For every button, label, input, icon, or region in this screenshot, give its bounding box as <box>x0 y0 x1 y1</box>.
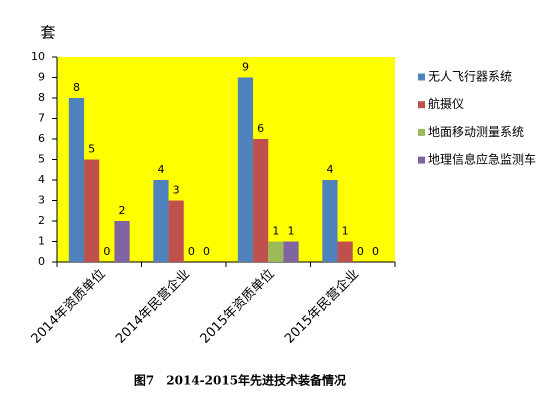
legend-swatch <box>418 73 425 81</box>
y-tick-label: 4 <box>38 173 45 186</box>
bar <box>322 180 338 262</box>
bar <box>283 241 299 262</box>
x-tick-label: 2014年民营企业 <box>112 266 193 347</box>
y-tick-label: 2 <box>38 214 45 227</box>
data-label: 2 <box>119 204 126 217</box>
data-label: 0 <box>103 245 110 258</box>
data-label: 9 <box>242 61 249 74</box>
bar <box>153 180 169 262</box>
data-label: 0 <box>188 245 195 258</box>
legend-swatch <box>418 128 425 136</box>
data-label: 5 <box>88 143 95 156</box>
y-tick-label: 0 <box>38 255 45 268</box>
x-tick-label: 2015年资质单位 <box>198 267 278 347</box>
bar <box>84 159 100 262</box>
data-label: 1 <box>288 225 295 238</box>
bar <box>253 139 269 262</box>
legend-swatch <box>418 101 425 109</box>
y-tick-label: 6 <box>38 132 45 145</box>
y-tick-label: 7 <box>38 112 45 125</box>
bar <box>168 200 184 262</box>
y-tick-label: 8 <box>38 91 45 104</box>
chart-caption: 图7 2014-2015年先进技术装备情况 <box>134 373 346 388</box>
data-label: 4 <box>157 163 164 176</box>
y-tick-label: 9 <box>38 71 45 84</box>
legend-label: 地面移动测量系统 <box>428 125 524 139</box>
data-label: 6 <box>257 122 264 135</box>
legend-label: 航摄仪 <box>428 96 464 111</box>
bar <box>237 77 254 262</box>
y-tick-label: 1 <box>38 235 45 248</box>
data-label: 8 <box>73 81 80 94</box>
data-label: 3 <box>173 184 180 197</box>
data-label: 1 <box>272 225 279 238</box>
x-tick-label: 2015年民营企业 <box>281 266 362 347</box>
x-tick-label: 2014年资质单位 <box>29 267 109 347</box>
data-label: 4 <box>326 163 333 176</box>
data-label: 0 <box>357 245 364 258</box>
y-axis-label: 套 <box>40 24 55 42</box>
bar <box>68 98 85 262</box>
data-label: 1 <box>342 225 349 238</box>
data-label: 0 <box>372 245 379 258</box>
y-tick-label: 10 <box>31 50 45 63</box>
bar <box>114 221 130 262</box>
legend-label: 无人飞行器系统 <box>428 70 512 84</box>
plot-area <box>57 57 395 262</box>
bar <box>268 241 284 262</box>
data-label: 0 <box>203 245 210 258</box>
y-tick-label: 3 <box>38 194 45 207</box>
legend-label: 地理信息应急监测车 <box>428 152 536 167</box>
y-tick-label: 5 <box>38 153 45 166</box>
legend-swatch <box>418 156 425 164</box>
bar <box>337 241 353 262</box>
